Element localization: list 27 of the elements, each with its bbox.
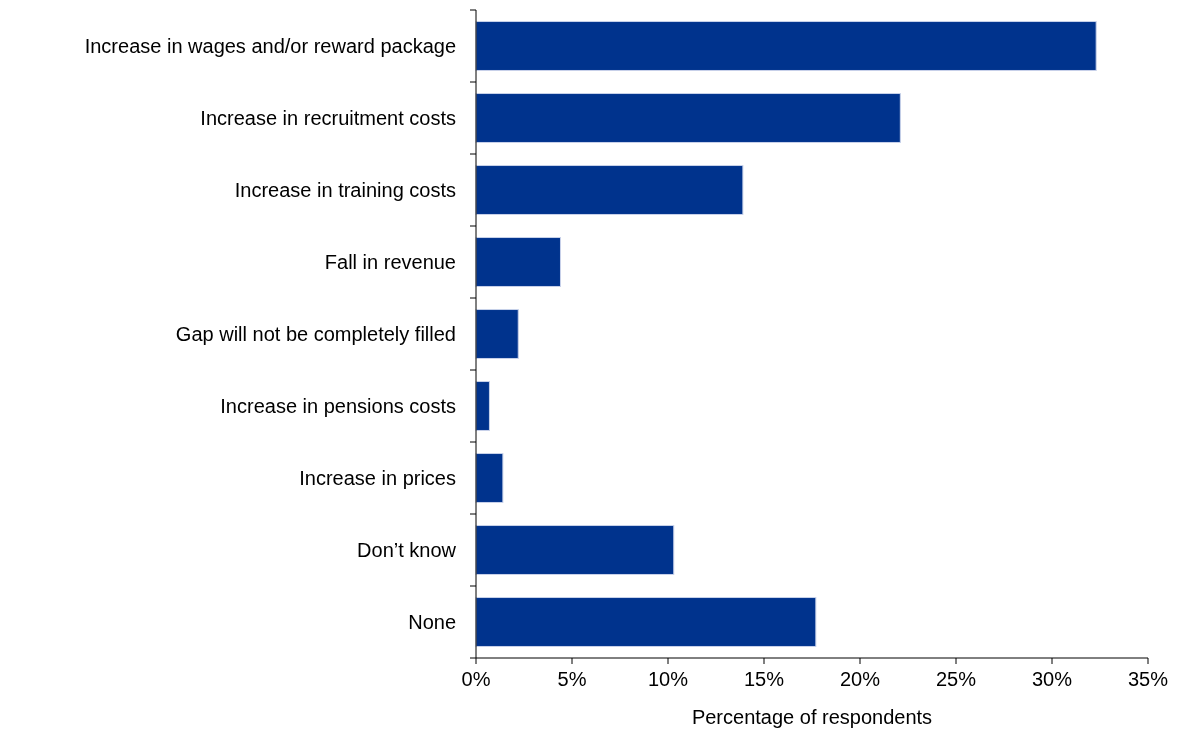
y-tick-label: Increase in training costs: [234, 179, 456, 201]
y-tick-label: Increase in wages and/or reward package: [84, 35, 456, 57]
bar: [475, 93, 901, 143]
y-tick-label: Fall in revenue: [324, 251, 456, 273]
bar: [475, 309, 519, 359]
bar: [475, 453, 504, 503]
bar: [475, 21, 1097, 71]
bar: [475, 525, 675, 575]
bar: [475, 237, 561, 287]
x-tick-label: 0%: [461, 668, 491, 690]
bar: [475, 165, 744, 215]
y-tick-label: Gap will not be completely filled: [175, 323, 456, 345]
x-tick-label: 35%: [1127, 668, 1169, 690]
y-tick-label: Increase in recruitment costs: [200, 107, 456, 129]
x-tick-label: 30%: [1031, 668, 1073, 690]
x-tick-label: 25%: [935, 668, 977, 690]
x-tick-label: 15%: [743, 668, 785, 690]
x-tick-label: 20%: [839, 668, 881, 690]
bar: [475, 597, 817, 647]
y-tick-label: Don’t know: [357, 539, 457, 561]
bar: [475, 381, 490, 431]
y-tick-label: Increase in pensions costs: [220, 395, 456, 417]
y-tick-label: Increase in prices: [299, 467, 456, 489]
x-axis-title: Percentage of respondents: [691, 706, 933, 728]
x-tick-label: 5%: [557, 668, 587, 690]
x-tick-label: 10%: [647, 668, 689, 690]
y-tick-label: None: [408, 611, 456, 633]
